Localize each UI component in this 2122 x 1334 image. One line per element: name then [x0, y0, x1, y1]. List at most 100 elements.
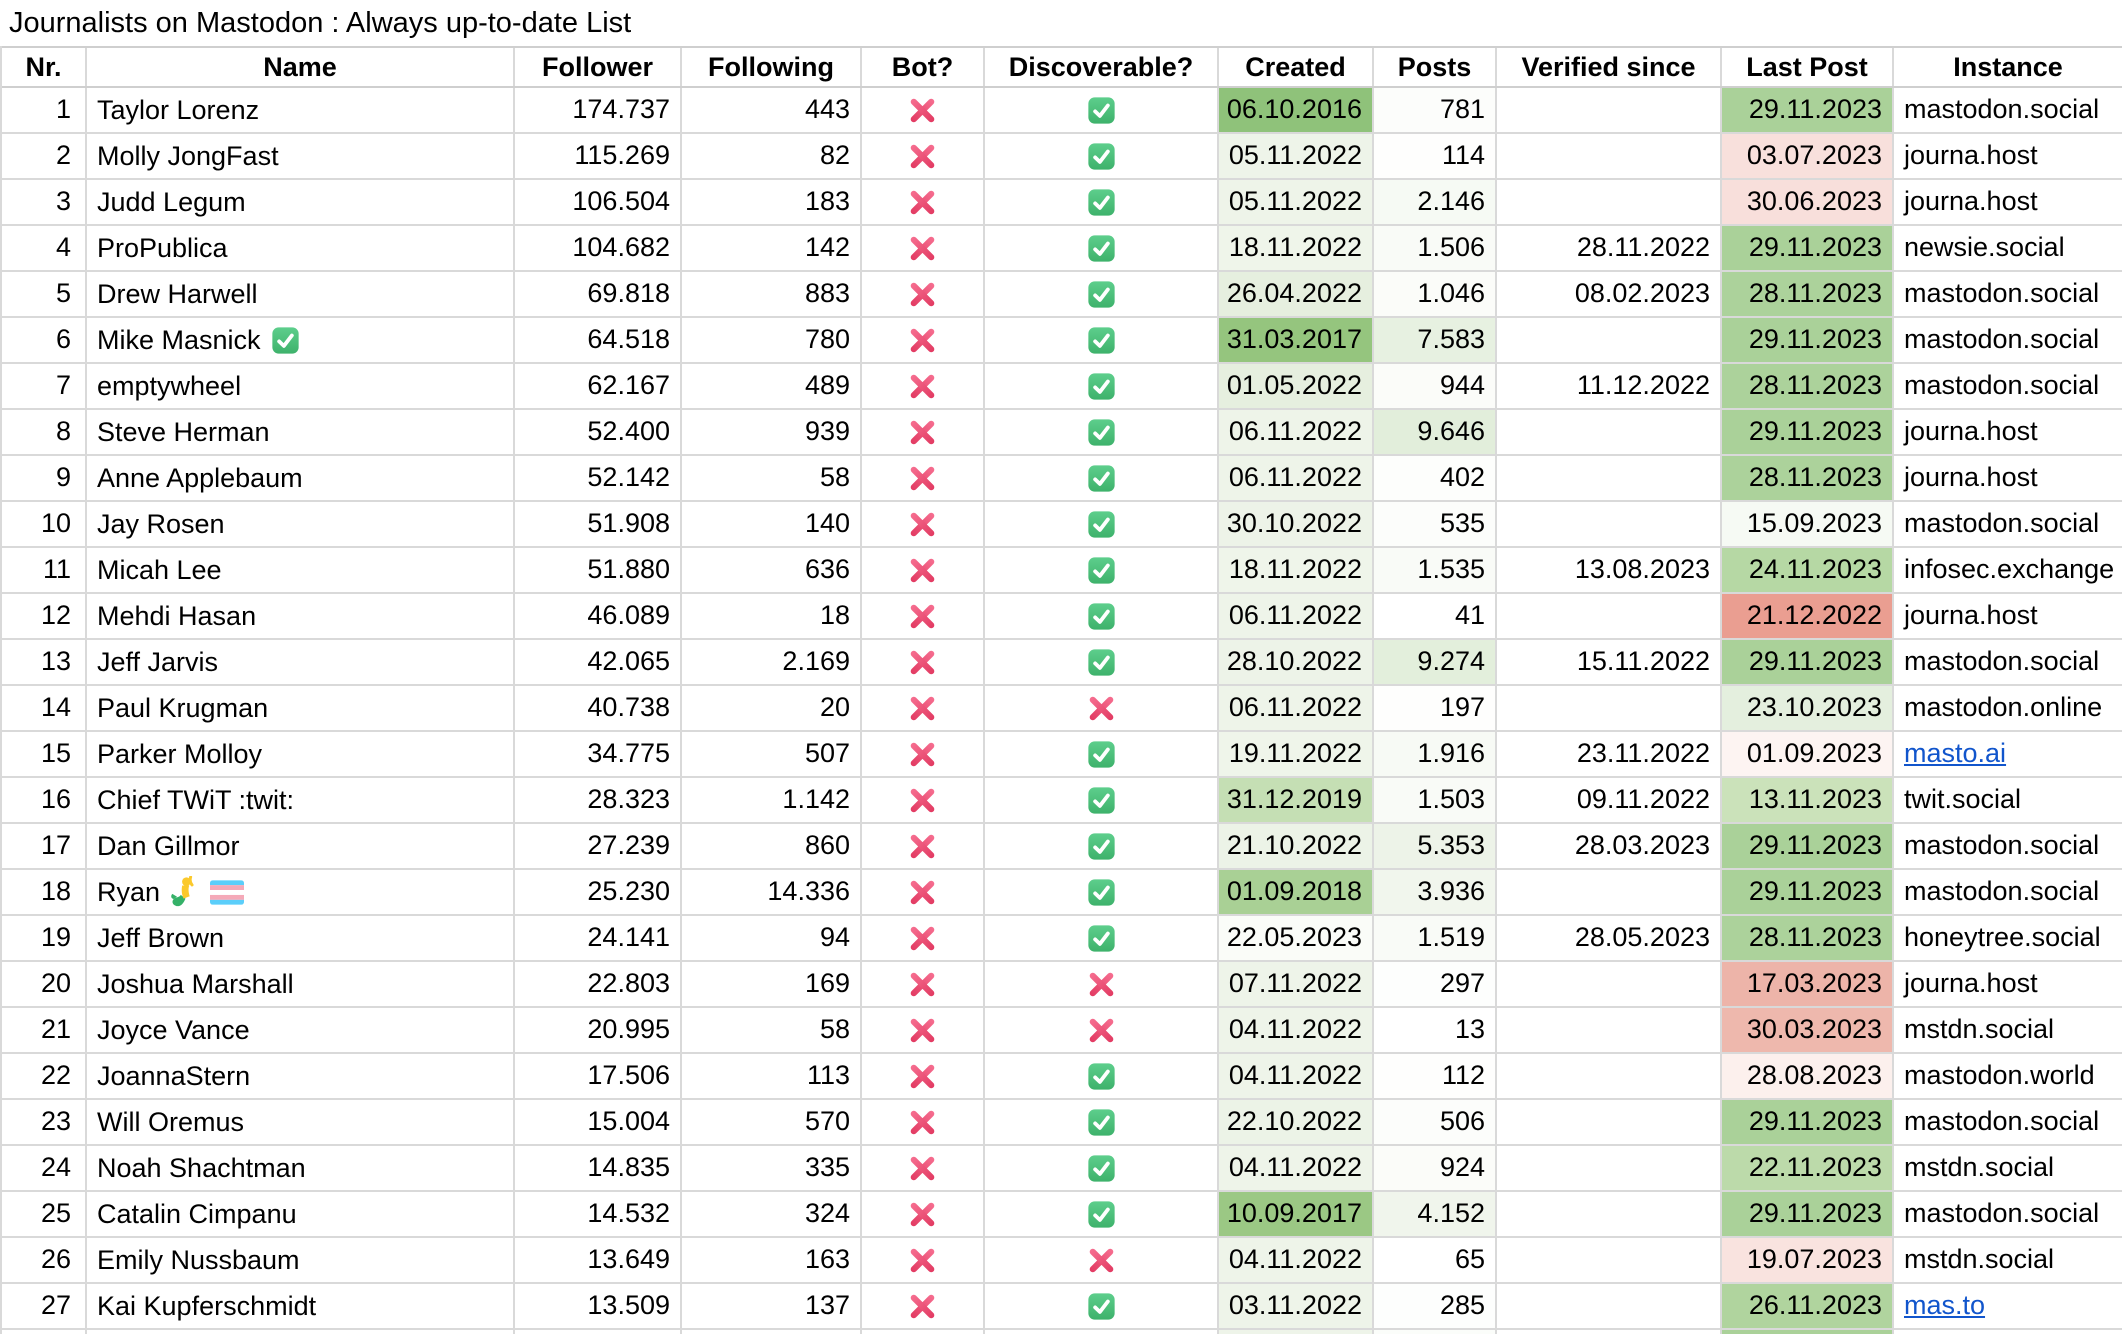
cell-discoverable	[985, 226, 1219, 270]
column-header-name: Name	[87, 48, 515, 86]
check-icon	[1087, 280, 1116, 309]
journalist-name: Judd Legum	[97, 187, 246, 217]
cross-icon	[908, 878, 937, 907]
cell-instance: mastodon.social	[1894, 318, 2122, 362]
cell-nr: 5	[2, 272, 87, 316]
cell-bot	[862, 502, 985, 546]
cell-instance: journa.host	[1894, 962, 2122, 1006]
check-icon	[1087, 1154, 1116, 1183]
cell-name: JoannaStern	[87, 1054, 515, 1098]
instance-link[interactable]: masto.ai	[1904, 738, 2007, 768]
table-row: 11 Micah Lee 51.880 636 18.11.2022 1.535…	[2, 548, 2122, 594]
cell-name: Noah Shachtman	[87, 1146, 515, 1190]
cell-last-post: 28.11.2023	[1722, 916, 1894, 960]
table-row: 4 ProPublica 104.682 142 18.11.2022 1.50…	[2, 226, 2122, 272]
cell-bot	[862, 1008, 985, 1052]
cell-verified-since	[1497, 1100, 1722, 1144]
check-icon	[1087, 464, 1116, 493]
cross-icon	[908, 602, 937, 631]
cell-bot	[862, 1100, 985, 1144]
cell-instance: honeytree.social	[1894, 916, 2122, 960]
cell-posts: 535	[1374, 502, 1497, 546]
cell-verified-since	[1497, 1284, 1722, 1328]
cell-follower: 40.738	[515, 686, 682, 730]
cell-created: 18.11.2022	[1219, 226, 1374, 270]
cell-verified-since	[1497, 410, 1722, 454]
cell-created: 31.03.2017	[1219, 318, 1374, 362]
cell-verified-since	[1497, 870, 1722, 914]
partial-cell-name	[87, 1330, 515, 1334]
journalist-name: Noah Shachtman	[97, 1153, 306, 1183]
cell-instance: mastodon.social	[1894, 272, 2122, 316]
cell-follower: 115.269	[515, 134, 682, 178]
cell-bot	[862, 180, 985, 224]
journalist-name: Jeff Brown	[97, 923, 225, 953]
column-header-discoverable: Discoverable?	[985, 48, 1219, 86]
table-row: 18 Ryan 25.230 14.336 01.09.2018 3.93	[2, 870, 2122, 916]
cell-following: 1.142	[682, 778, 862, 822]
cell-nr: 15	[2, 732, 87, 776]
cell-nr: 3	[2, 180, 87, 224]
cell-posts: 9.274	[1374, 640, 1497, 684]
cell-discoverable	[985, 88, 1219, 132]
check-icon	[1087, 1292, 1116, 1321]
cell-follower: 25.230	[515, 870, 682, 914]
check-icon	[271, 326, 300, 355]
cell-posts: 297	[1374, 962, 1497, 1006]
cell-created: 04.11.2022	[1219, 1054, 1374, 1098]
journalist-name: Parker Molloy	[97, 739, 263, 769]
cross-icon	[908, 1062, 937, 1091]
cross-icon	[1087, 1246, 1116, 1275]
cell-bot	[862, 456, 985, 500]
cell-name: Steve Herman	[87, 410, 515, 454]
cell-discoverable	[985, 134, 1219, 178]
cell-instance: mastodon.social	[1894, 824, 2122, 868]
cell-verified-since: 23.11.2022	[1497, 732, 1722, 776]
cell-last-post: 29.11.2023	[1722, 870, 1894, 914]
table-row: 21 Joyce Vance 20.995 58 04.11.2022 13 3…	[2, 1008, 2122, 1054]
partial-next-row	[2, 1330, 2122, 1334]
cell-instance: journa.host	[1894, 456, 2122, 500]
cell-follower: 51.908	[515, 502, 682, 546]
cross-icon	[908, 280, 937, 309]
check-icon	[1087, 602, 1116, 631]
cross-icon	[908, 188, 937, 217]
cell-bot	[862, 732, 985, 776]
cross-icon	[908, 1016, 937, 1045]
cell-last-post: 28.11.2023	[1722, 456, 1894, 500]
cell-verified-since	[1497, 456, 1722, 500]
cell-instance: twit.social	[1894, 778, 2122, 822]
instance-link[interactable]: mas.to	[1904, 1290, 1986, 1320]
cell-discoverable	[985, 1284, 1219, 1328]
cross-icon	[1087, 1016, 1116, 1045]
cell-name: Emily Nussbaum	[87, 1238, 515, 1282]
cross-icon	[908, 556, 937, 585]
partial-cell-nr	[2, 1330, 87, 1334]
check-icon	[1087, 648, 1116, 677]
cross-icon	[908, 1200, 937, 1229]
cell-last-post: 17.03.2023	[1722, 962, 1894, 1006]
cell-nr: 20	[2, 962, 87, 1006]
table-row: 25 Catalin Cimpanu 14.532 324 10.09.2017…	[2, 1192, 2122, 1238]
cell-verified-since: 08.02.2023	[1497, 272, 1722, 316]
cross-icon	[908, 1246, 937, 1275]
cell-posts: 112	[1374, 1054, 1497, 1098]
cell-verified-since: 11.12.2022	[1497, 364, 1722, 408]
cell-following: 163	[682, 1238, 862, 1282]
cell-nr: 11	[2, 548, 87, 592]
cell-created: 19.11.2022	[1219, 732, 1374, 776]
journalist-name: JoannaStern	[97, 1061, 251, 1091]
check-icon	[1087, 142, 1116, 171]
cell-name: Paul Krugman	[87, 686, 515, 730]
cell-last-post: 26.11.2023	[1722, 1284, 1894, 1328]
cell-verified-since	[1497, 686, 1722, 730]
cell-instance: mastodon.world	[1894, 1054, 2122, 1098]
cell-follower: 42.065	[515, 640, 682, 684]
cell-follower: 69.818	[515, 272, 682, 316]
table-row: 10 Jay Rosen 51.908 140 30.10.2022 535 1…	[2, 502, 2122, 548]
cell-verified-since: 09.11.2022	[1497, 778, 1722, 822]
cell-nr: 18	[2, 870, 87, 914]
cell-name: Joshua Marshall	[87, 962, 515, 1006]
cell-created: 05.11.2022	[1219, 134, 1374, 178]
cell-follower: 52.400	[515, 410, 682, 454]
